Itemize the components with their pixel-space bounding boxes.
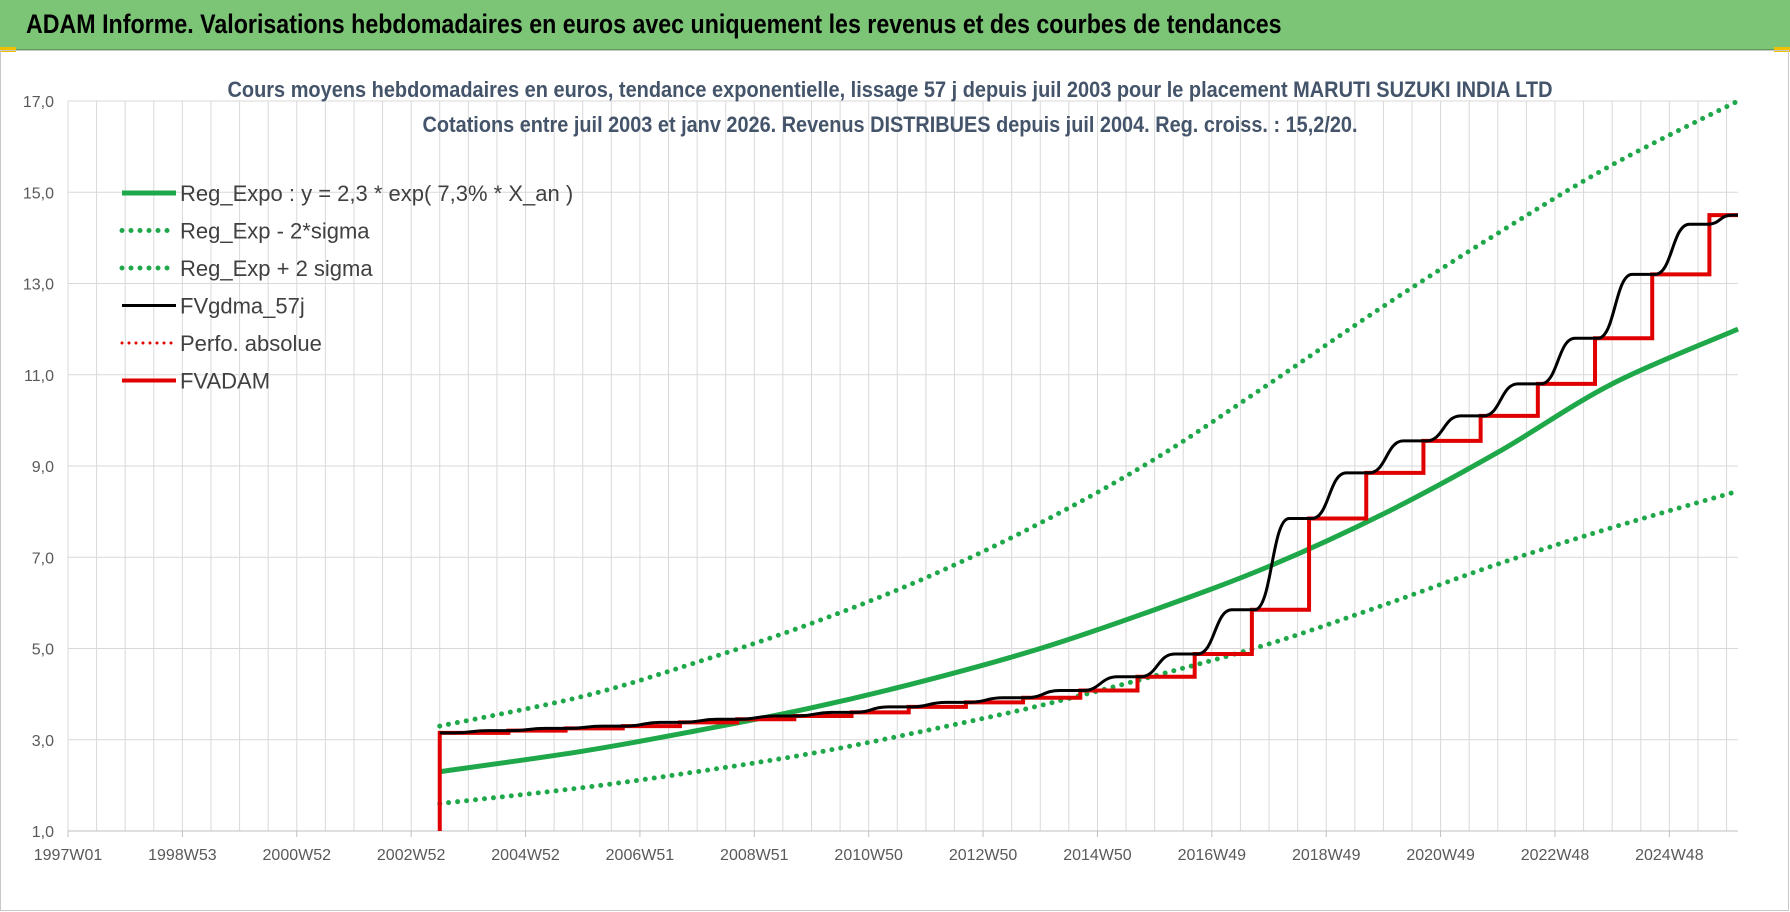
chart-frame <box>0 50 1789 911</box>
corner-marker <box>0 47 16 52</box>
x-axis: 1997W01 1998W53 2000W52 2002W52 2004W52 2006W… <box>34 830 1738 864</box>
x-tick-label: 2002W52 <box>377 847 446 864</box>
legend-label: FVADAM <box>180 369 270 394</box>
series-line-1 <box>437 488 1741 807</box>
legend-label: FVgdma_57j <box>180 294 305 319</box>
y-tick-label: 11,0 <box>24 368 54 385</box>
legend-label: Perfo. absolue <box>180 331 322 356</box>
x-tick-label: 2020W49 <box>1406 847 1475 864</box>
legend-label: Reg_Expo : y = 2,3 * exp( 7,3% * X_an ) <box>180 181 573 206</box>
legend-label: Reg_Exp + 2 sigma <box>180 256 373 281</box>
x-tick-label: 2018W49 <box>1292 847 1361 864</box>
series-line-3 <box>439 213 1738 735</box>
x-tick-label: 2010W50 <box>834 847 903 864</box>
x-tick-label: 1998W53 <box>148 847 217 864</box>
chart-title: Cours moyens hebdomadaires en euros, ten… <box>228 77 1553 102</box>
series-line-5 <box>437 213 1738 831</box>
y-tick-label: 3,0 <box>32 733 54 750</box>
x-tick-label: 2004W52 <box>491 847 560 864</box>
header-bar: ADAM Informe. Valorisations hebdomadaire… <box>0 0 1790 50</box>
y-tick-label: 17,0 <box>23 94 54 111</box>
y-tick-label: 9,0 <box>32 459 54 476</box>
y-tick-label: 13,0 <box>23 277 54 294</box>
y-axis: 1,0 3,0 5,0 7,0 9,0 11,0 13,0 15,0 17,0 <box>23 94 54 841</box>
x-tick-label: 2022W48 <box>1521 847 1590 864</box>
chart-subtitle: Cotations entre juil 2003 et janv 2026. … <box>423 112 1358 137</box>
legend-label: Reg_Exp - 2*sigma <box>180 219 370 244</box>
x-tick-label: 2024W48 <box>1635 847 1704 864</box>
x-tick-label: 2012W50 <box>949 847 1018 864</box>
x-tick-label: 2006W51 <box>606 847 675 864</box>
x-tick-label: 2008W51 <box>720 847 789 864</box>
series-layer <box>437 98 1741 831</box>
x-tick-label: 2000W52 <box>263 847 332 864</box>
chart-grid <box>67 100 1738 832</box>
corner-marker <box>1774 47 1790 52</box>
page-title: ADAM Informe. Valorisations hebdomadaire… <box>26 9 1282 39</box>
legend: Reg_Expo : y = 2,3 * exp( 7,3% * X_an ) R… <box>119 181 573 394</box>
y-tick-label: 1,0 <box>32 824 54 841</box>
series-line-2 <box>437 98 1741 729</box>
y-tick-label: 5,0 <box>32 642 54 659</box>
y-tick-label: 15,0 <box>23 185 54 202</box>
series-line-0 <box>439 326 1739 775</box>
y-tick-label: 7,0 <box>32 550 54 567</box>
x-tick-label: 2016W49 <box>1178 847 1247 864</box>
x-tick-label: 2014W50 <box>1063 847 1132 864</box>
x-tick-label: 1997W01 <box>34 847 103 864</box>
